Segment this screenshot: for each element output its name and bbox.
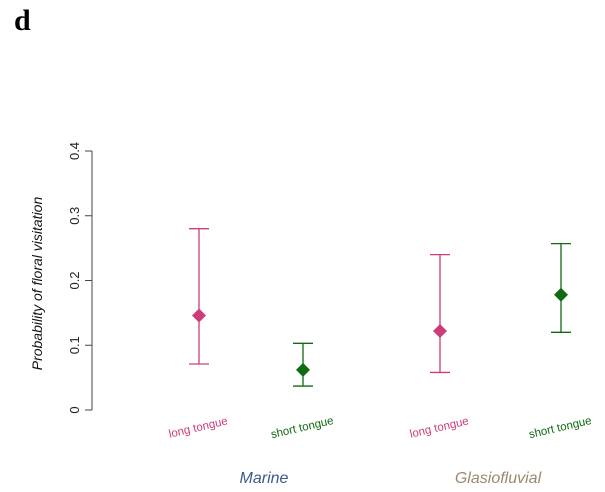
category-labels: long tongue short tongue Marine long tongue…	[168, 415, 593, 487]
point-estimate-diamond	[192, 308, 206, 323]
panel-letter: d	[14, 4, 31, 37]
chart-marks	[189, 228, 571, 387]
error-bar-point	[430, 253, 450, 374]
y-tick-label: 0.1	[67, 336, 82, 354]
y-axis: 0 0.1 0.2 0.3 0.4	[67, 142, 93, 414]
y-tick-label: 0	[67, 406, 82, 413]
category-label: long tongue	[168, 415, 229, 440]
error-bar-point	[189, 228, 209, 365]
category-label: long tongue	[409, 415, 470, 440]
y-tick-label: 0.3	[67, 207, 82, 225]
group-label: Marine	[240, 470, 289, 487]
y-axis-label: Probability of floral visitation	[29, 197, 45, 371]
point-estimate-diamond	[554, 287, 568, 302]
y-tick-label: 0.2	[67, 271, 82, 289]
point-estimate-diamond	[296, 362, 310, 377]
error-bar-point	[551, 242, 571, 333]
error-bar-point	[293, 342, 313, 387]
y-tick-label: 0.4	[67, 142, 82, 160]
category-label: short tongue	[270, 415, 335, 441]
group-label: Glasiofluvial	[455, 470, 542, 487]
point-estimate-diamond	[433, 324, 447, 339]
category-label: short tongue	[528, 415, 593, 441]
